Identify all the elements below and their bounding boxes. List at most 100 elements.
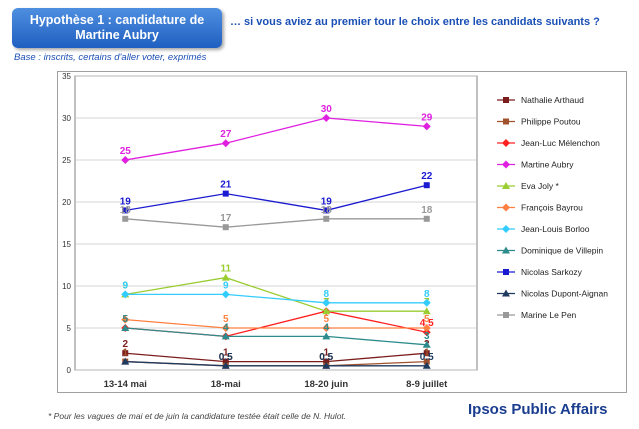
data-label: 1 <box>122 348 128 359</box>
legend-entry: Dominique de Villepin <box>521 246 603 256</box>
data-point <box>423 358 430 365</box>
legend-entry: Marine Le Pen <box>521 310 577 320</box>
data-label: 4.5 <box>420 318 434 329</box>
legend-marker <box>503 312 509 318</box>
data-label: 30 <box>321 104 333 115</box>
data-point <box>121 290 130 299</box>
data-label: 0.5 <box>219 352 233 363</box>
x-category-label: 8-9 juillet <box>406 379 448 390</box>
footnote: * Pour les vagues de mai et de juin la c… <box>48 411 347 421</box>
title-line-1: Hypothèse 1 : candidature de <box>29 13 205 27</box>
data-point <box>222 190 229 197</box>
data-label: 4 <box>223 322 229 333</box>
y-tick-label: 30 <box>62 114 71 123</box>
legend-marker <box>502 203 510 212</box>
series-line <box>125 276 427 312</box>
data-point <box>322 332 331 340</box>
data-point <box>221 273 230 281</box>
series-line <box>125 117 427 161</box>
data-label: 1 <box>424 348 430 359</box>
data-point <box>222 358 229 365</box>
y-tick-label: 5 <box>67 324 72 333</box>
data-point <box>323 215 330 222</box>
series-line <box>125 318 427 329</box>
y-tick-label: 0 <box>67 366 72 375</box>
data-label: 9 <box>122 280 128 291</box>
data-label: 0.5 <box>319 352 333 363</box>
data-point <box>422 307 431 315</box>
legend-marker <box>502 160 510 169</box>
data-point <box>221 332 230 340</box>
data-label: 9 <box>223 280 229 291</box>
legend-entry: Martine Aubry <box>521 160 574 170</box>
data-label: 18 <box>321 205 333 216</box>
data-point <box>423 215 430 222</box>
data-point <box>422 340 431 348</box>
data-label: 0.5 <box>219 352 233 363</box>
data-label: 0.5 <box>420 352 434 363</box>
data-point <box>322 361 331 369</box>
data-point <box>122 350 129 357</box>
legend-marker <box>503 269 509 275</box>
y-tick-label: 35 <box>62 72 71 81</box>
series-line <box>125 327 427 346</box>
legend-marker <box>503 118 509 125</box>
data-point <box>121 357 130 365</box>
data-point <box>221 139 230 148</box>
data-point <box>422 122 431 131</box>
legend-marker <box>502 289 510 297</box>
data-label: 8 <box>424 289 430 300</box>
data-point <box>322 114 331 122</box>
data-label: 27 <box>220 129 232 140</box>
data-label: 22 <box>421 171 433 182</box>
title-line-2: Martine Aubry <box>75 28 159 42</box>
data-label: 19 <box>321 196 333 207</box>
data-label: 1 <box>223 348 229 359</box>
data-point <box>221 361 230 369</box>
legend-entry: Nicolas Sarkozy <box>521 267 583 277</box>
data-point <box>121 324 130 331</box>
legend-entry: Philippe Poutou <box>521 117 581 127</box>
data-label: 19 <box>120 196 132 207</box>
data-point <box>422 328 431 337</box>
series-line <box>125 360 427 367</box>
data-point <box>322 307 331 315</box>
data-point <box>122 207 129 214</box>
data-label: 3 <box>424 331 430 342</box>
data-point <box>323 358 330 365</box>
series-line <box>125 184 427 212</box>
legend-marker <box>502 246 510 254</box>
data-label: 21 <box>220 180 232 191</box>
survey-question: … si vous aviez au premier tour le choix… <box>230 16 600 28</box>
legend-entry: François Bayrou <box>521 203 583 213</box>
data-label: 18 <box>421 205 433 216</box>
data-label: 9 <box>122 280 128 291</box>
data-point <box>121 156 130 164</box>
legend-entry: Nicolas Dupont-Aignan <box>521 289 608 299</box>
legend-entry: Jean-Luc Mélenchon <box>521 138 600 148</box>
x-category-label: 13-14 mai <box>104 379 147 390</box>
data-point <box>221 324 230 332</box>
data-point <box>121 315 130 324</box>
legend-entry: Eva Joly * <box>521 181 559 191</box>
data-label: 11 <box>220 264 231 275</box>
base-note: Base : inscrits, certains d'aller voter,… <box>14 52 207 63</box>
data-label: 8 <box>323 289 329 300</box>
legend-marker <box>502 139 510 147</box>
legend-marker <box>502 225 510 233</box>
data-label: 0.5 <box>319 352 333 363</box>
data-point <box>422 324 431 332</box>
series-line <box>125 218 427 228</box>
brand-logo-text: Ipsos Public Affairs <box>468 401 608 418</box>
data-label: 17 <box>220 213 232 224</box>
data-point <box>423 182 430 189</box>
data-point <box>322 298 331 307</box>
data-point <box>323 207 330 214</box>
data-label: 4 <box>323 322 329 333</box>
data-point <box>122 215 129 222</box>
data-label: 25 <box>120 146 132 157</box>
chart-frame <box>57 71 627 393</box>
data-point <box>422 361 431 369</box>
legend-entry: Jean-Louis Borloo <box>521 224 590 234</box>
x-category-label: 18-mai <box>211 379 241 390</box>
